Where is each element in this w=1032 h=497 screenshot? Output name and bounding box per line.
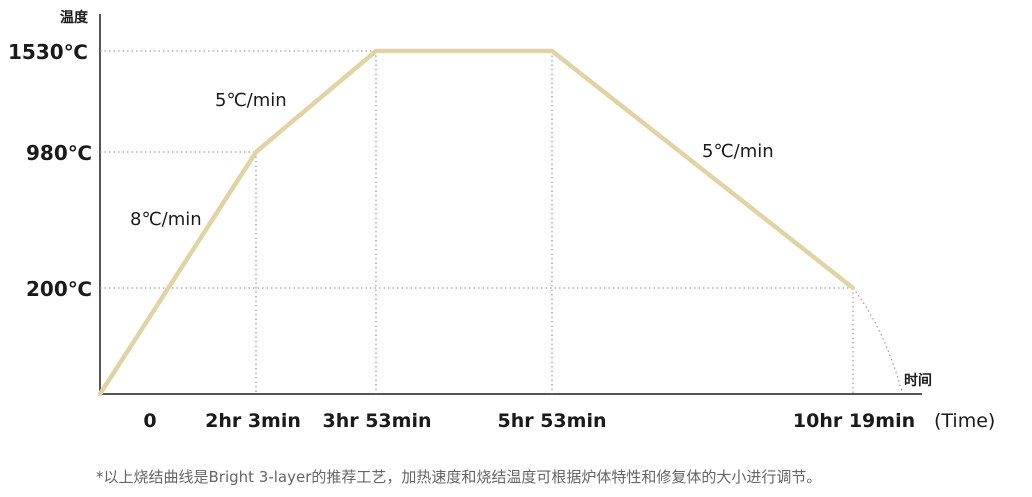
rate-label-heating-1: 8℃/min: [130, 209, 202, 230]
x-tick-5hr53min: 5hr 53min: [497, 410, 606, 432]
curve-point-2: [374, 49, 378, 53]
y-tick-200: 200℃: [26, 277, 92, 301]
y-tick-1530: 1530℃: [8, 40, 88, 64]
rate-label-heating-2: 5℃/min: [215, 90, 287, 111]
temperature-curve-line: [97, 48, 856, 397]
x-tick-2hr3min: 2hr 3min: [205, 410, 301, 432]
x-axis-unit: (Time): [934, 410, 995, 432]
curve-point-4: [851, 286, 855, 290]
curve-point-0: [98, 392, 102, 396]
x-tick-10hr19min: 10hr 19min: [793, 410, 915, 432]
cooling-tail: [852, 287, 903, 393]
rate-label-cooling: 5℃/min: [702, 141, 774, 162]
guide-lines: [100, 50, 903, 394]
x-axis-title: 时间: [904, 372, 932, 389]
curve-points: [98, 49, 855, 396]
x-tick-0: 0: [143, 410, 156, 432]
y-tick-980: 980℃: [26, 141, 92, 165]
x-tick-3hr53min: 3hr 53min: [322, 410, 431, 432]
curve-point-1: [254, 150, 258, 154]
footnote: *以上烧结曲线是Bright 3-layer的推荐工艺，加热速度和烧结温度可根据…: [96, 468, 822, 486]
y-axis-title: 温度: [60, 9, 89, 26]
curve-point-3: [550, 49, 554, 53]
